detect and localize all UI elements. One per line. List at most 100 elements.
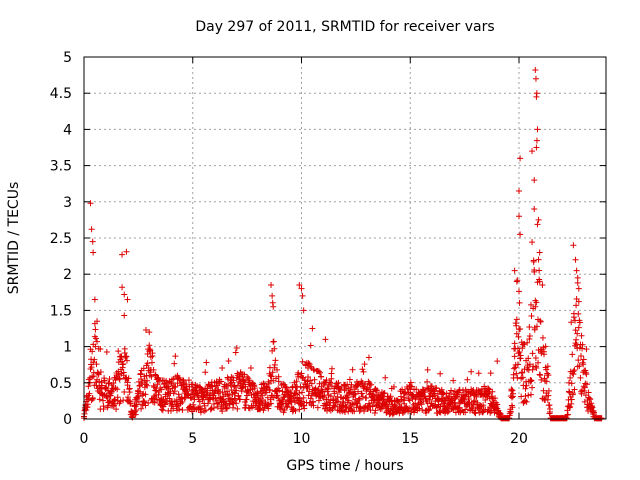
data-point — [272, 357, 279, 364]
data-point — [530, 258, 537, 265]
data-point — [172, 383, 179, 390]
data-point — [91, 296, 98, 303]
data-point — [583, 381, 590, 388]
data-point — [146, 346, 153, 353]
data-point — [149, 350, 156, 357]
data-point — [176, 406, 183, 413]
data-point — [513, 322, 520, 329]
data-point — [105, 380, 112, 387]
data-point — [400, 397, 407, 404]
data-point — [580, 356, 587, 363]
data-point — [115, 348, 122, 355]
data-point — [569, 391, 576, 398]
data-point — [269, 299, 276, 306]
data-point — [121, 345, 128, 352]
data-point — [117, 398, 124, 405]
data-point — [315, 368, 322, 375]
data-point — [359, 366, 366, 373]
data-point — [304, 378, 311, 385]
x-tick-label: 15 — [401, 431, 419, 447]
data-point — [413, 386, 420, 393]
data-point — [94, 338, 101, 345]
data-point — [122, 374, 129, 381]
data-point — [485, 385, 492, 392]
data-point — [461, 398, 468, 405]
data-point — [142, 402, 149, 409]
data-point — [265, 405, 272, 412]
data-point — [588, 400, 595, 407]
data-point — [271, 345, 278, 352]
data-point — [175, 391, 182, 398]
data-point — [423, 395, 430, 402]
data-point — [260, 407, 267, 414]
data-point — [519, 374, 526, 381]
data-point — [289, 408, 296, 415]
data-point — [320, 394, 327, 401]
data-point — [380, 390, 387, 397]
data-point — [488, 408, 495, 415]
data-point — [564, 411, 571, 418]
data-point — [532, 363, 539, 370]
data-point — [265, 380, 272, 387]
data-point — [459, 387, 466, 394]
data-point — [344, 394, 351, 401]
data-point — [532, 75, 539, 82]
data-point — [133, 407, 140, 414]
data-point — [567, 403, 574, 410]
data-point — [446, 390, 453, 397]
data-point — [406, 397, 413, 404]
data-point — [437, 409, 444, 416]
data-point — [231, 382, 238, 389]
data-point — [438, 386, 445, 393]
data-point — [138, 405, 145, 412]
data-point — [244, 373, 251, 380]
data-point — [238, 388, 245, 395]
data-point — [545, 372, 552, 379]
data-point — [88, 226, 95, 233]
data-point — [328, 365, 335, 372]
y-tick-label: 4 — [63, 122, 72, 138]
data-point — [349, 366, 356, 373]
data-point — [259, 392, 266, 399]
data-point — [276, 387, 283, 394]
data-point — [574, 330, 581, 337]
data-point — [85, 383, 92, 390]
data-point — [271, 361, 278, 368]
data-point — [266, 386, 273, 393]
data-point — [506, 415, 513, 422]
data-point — [275, 395, 282, 402]
data-point — [575, 310, 582, 317]
data-point — [123, 357, 130, 364]
data-point — [101, 377, 108, 384]
data-point — [316, 369, 323, 376]
data-point — [351, 408, 358, 415]
data-point — [137, 388, 144, 395]
data-point — [310, 366, 317, 373]
data-point — [203, 359, 210, 366]
data-point — [104, 394, 111, 401]
data-point — [482, 397, 489, 404]
data-point — [356, 395, 363, 402]
data-point — [381, 390, 388, 397]
data-point — [280, 380, 287, 387]
data-point — [469, 388, 476, 395]
data-point — [97, 369, 104, 376]
data-point — [368, 381, 375, 388]
data-point — [224, 374, 231, 381]
data-point — [411, 409, 418, 416]
data-point — [239, 384, 246, 391]
data-point — [204, 400, 211, 407]
data-point — [251, 385, 258, 392]
data-point — [150, 366, 157, 373]
data-point — [448, 387, 455, 394]
data-point — [226, 392, 233, 399]
data-point — [570, 314, 577, 321]
data-point — [242, 383, 249, 390]
data-point — [295, 373, 302, 380]
data-point — [526, 361, 533, 368]
data-point — [247, 364, 254, 371]
data-point — [529, 384, 536, 391]
data-point — [229, 404, 236, 411]
y-tick-label: 2 — [63, 267, 72, 283]
data-point — [293, 378, 300, 385]
